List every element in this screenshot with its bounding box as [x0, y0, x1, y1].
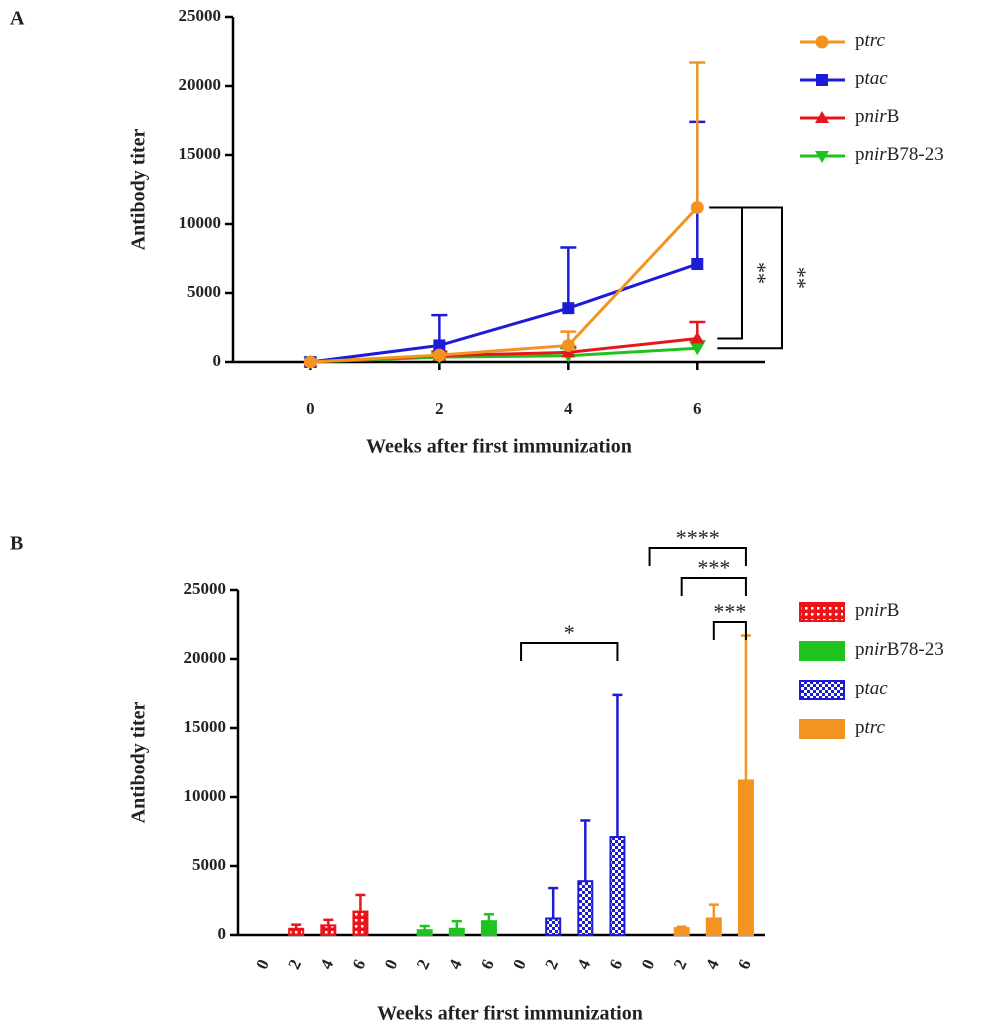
annotation: ** [746, 262, 771, 284]
y-tick-label: 20000 [179, 75, 222, 94]
y-tick-label: 25000 [179, 6, 222, 25]
legend-swatch [799, 602, 845, 622]
marker [432, 348, 446, 362]
marker [562, 302, 575, 315]
legend-label: pnirB [855, 600, 899, 621]
marker [433, 339, 446, 352]
bracket [709, 206, 783, 350]
x-tick-label: 6 [693, 399, 702, 418]
panel-label: B [10, 533, 23, 555]
y-tick-label: 15000 [184, 717, 227, 736]
x-axis-label: Weeks after first immunization [366, 436, 632, 458]
marker [303, 355, 317, 369]
y-axis-label: Antibody titer [128, 129, 150, 251]
bar [480, 920, 497, 937]
y-tick-label: 15000 [179, 144, 222, 163]
legend-swatch [799, 719, 845, 739]
x-tick-label: 6 [606, 956, 627, 972]
x-tick-label: 0 [509, 956, 530, 972]
x-tick-label: 0 [306, 399, 315, 418]
bracket [712, 621, 747, 640]
bar [448, 927, 465, 936]
legend-label: pnirB78-23 [855, 639, 944, 660]
legend-label: ptac [855, 678, 888, 699]
y-tick-label: 0 [213, 351, 222, 370]
x-tick-label: 0 [381, 956, 402, 972]
legend-swatch [799, 680, 845, 700]
x-tick-label: 2 [284, 956, 305, 972]
legend-label: ptrc [855, 30, 885, 51]
x-tick-label: 6 [349, 956, 370, 972]
panel-label: A [10, 8, 25, 30]
x-tick-label: 2 [670, 956, 691, 972]
bar [609, 836, 626, 937]
x-tick-label: 0 [638, 956, 659, 972]
annotation: * [564, 620, 575, 645]
bar [673, 927, 690, 936]
x-tick-label: 6 [477, 956, 498, 972]
x-tick-label: 4 [573, 956, 594, 972]
marker [690, 331, 705, 344]
legend-marker [815, 151, 829, 163]
bar [577, 880, 594, 936]
y-tick-label: 10000 [179, 213, 222, 232]
bracket [520, 642, 619, 661]
annotation: ** [786, 267, 811, 289]
annotation: *** [713, 599, 746, 624]
bracket [680, 577, 747, 596]
series-line [310, 262, 698, 364]
bar [320, 924, 337, 937]
bar [737, 779, 754, 936]
legend-label: pnirB [855, 106, 899, 127]
legend-label: ptrc [855, 717, 885, 738]
x-tick-label: 4 [702, 956, 723, 972]
y-tick-label: 0 [218, 924, 227, 943]
x-tick-label: 2 [541, 956, 562, 972]
marker [561, 338, 575, 352]
x-tick-label: 2 [435, 399, 444, 418]
marker [690, 343, 705, 356]
x-axis-label: Weeks after first immunization [377, 1003, 643, 1025]
marker [690, 200, 704, 214]
legend-swatch [799, 641, 845, 661]
x-tick-label: 4 [564, 399, 573, 418]
y-tick-label: 10000 [184, 786, 227, 805]
y-axis-label: Antibody titer [128, 702, 150, 824]
bracket [648, 547, 747, 566]
legend-marker [815, 111, 829, 123]
legend-marker [816, 74, 828, 86]
y-tick-label: 25000 [184, 579, 227, 598]
bracket [709, 206, 743, 340]
x-tick-label: 4 [445, 956, 466, 972]
bar [288, 927, 305, 936]
legend-label: pnirB78-23 [855, 144, 944, 165]
x-tick-label: 4 [316, 956, 337, 972]
legend-label: ptac [855, 68, 888, 89]
marker [691, 258, 704, 271]
y-tick-label: 5000 [187, 282, 221, 301]
x-tick-label: 2 [413, 956, 434, 972]
y-tick-label: 5000 [192, 855, 226, 874]
bar [352, 910, 369, 936]
bar [416, 929, 433, 936]
bar [545, 917, 562, 937]
legend-marker [815, 35, 829, 49]
y-tick-label: 20000 [184, 648, 227, 667]
annotation: *** [697, 555, 730, 580]
annotation: **** [676, 525, 720, 550]
series-line [310, 206, 699, 364]
bar [705, 917, 722, 937]
x-tick-label: 0 [252, 956, 273, 972]
x-tick-label: 6 [734, 956, 755, 972]
